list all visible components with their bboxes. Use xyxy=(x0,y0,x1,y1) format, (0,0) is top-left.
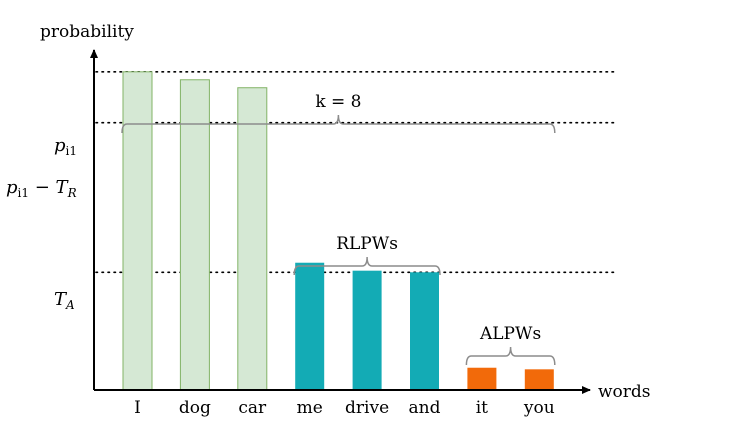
bar-it xyxy=(467,367,497,390)
x-tick-label-you: you xyxy=(523,398,555,418)
y-axis-title: probability xyxy=(40,22,134,42)
x-tick-label-I: I xyxy=(134,398,141,418)
ref-label-p-i1: pi1 xyxy=(54,135,77,158)
x-tick-label-dog: dog xyxy=(179,398,211,418)
x-tick-label-and: and xyxy=(409,398,441,418)
ref-label-ta: TA xyxy=(54,289,75,312)
x-tick-label-me: me xyxy=(297,398,323,418)
brace-1 xyxy=(293,256,441,276)
x-tick-label-car: car xyxy=(238,398,267,418)
brace-label-2: ALPWs xyxy=(479,324,541,344)
bars xyxy=(122,71,554,391)
bar-dog xyxy=(179,79,210,391)
bar-drive xyxy=(352,270,382,390)
brace-label-0: k = 8 xyxy=(315,92,361,112)
ref-label-p-i1-minus-tr: pi1 − TR xyxy=(6,177,77,200)
brace-2 xyxy=(465,346,556,366)
bar-me xyxy=(295,262,325,390)
brace-label-1: RLPWs xyxy=(336,234,398,254)
bar-you xyxy=(524,369,554,390)
x-tick-label-it: it xyxy=(476,398,488,418)
braces xyxy=(121,114,556,366)
bar-and xyxy=(410,272,439,390)
x-axis-title: words xyxy=(598,382,651,402)
brace-0 xyxy=(121,114,556,134)
brace-labels: k = 8 RLPWs ALPWs xyxy=(315,92,541,344)
bar-car xyxy=(237,87,268,391)
bar-I xyxy=(122,71,153,391)
x-tick-label-drive: drive xyxy=(345,398,389,418)
